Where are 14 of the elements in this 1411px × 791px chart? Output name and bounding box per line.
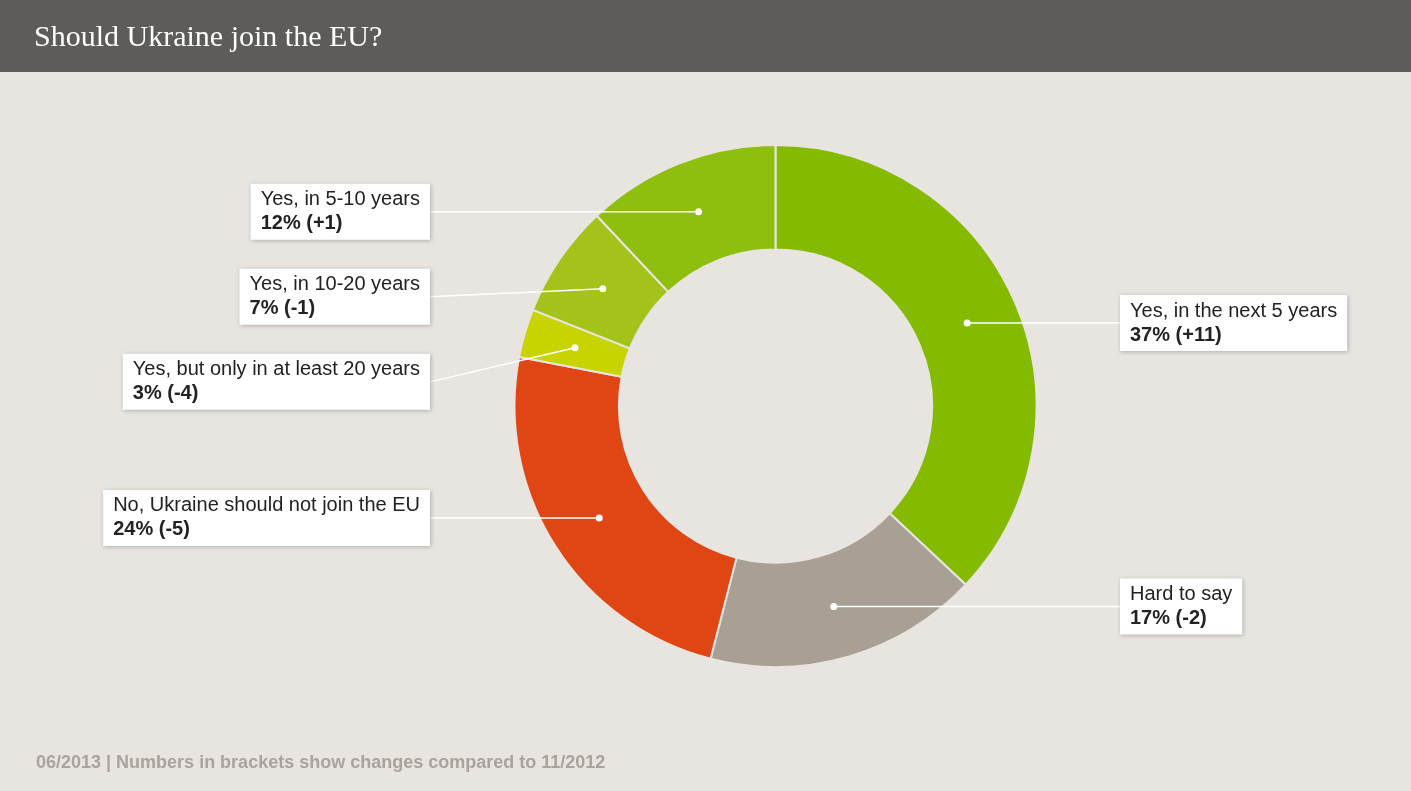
data-label: 17% (-2) bbox=[1130, 606, 1207, 629]
slice-label: Yes, in the next 5 years bbox=[1130, 298, 1338, 321]
slice-label: Yes, in 5-10 years bbox=[260, 187, 420, 210]
slice-label: Yes, in 10-20 years bbox=[249, 272, 421, 295]
data-label: 12% (+1) bbox=[260, 211, 343, 234]
slice-label: Hard to say bbox=[1130, 582, 1233, 605]
chart-title: Should Ukraine join the EU? bbox=[0, 0, 1411, 72]
data-label: 3% (-4) bbox=[132, 381, 199, 404]
data-label: 24% (-5) bbox=[113, 517, 190, 540]
slice-label: No, Ukraine should not join the EU bbox=[113, 493, 421, 516]
data-label: 7% (-1) bbox=[249, 296, 316, 319]
data-label: 37% (+11) bbox=[1130, 322, 1222, 345]
text: 06/2013 | Numbers in brackets show changes compared to 11/2012 bbox=[36, 752, 606, 773]
slice-label: Yes, but only in at least 20 years bbox=[132, 357, 420, 380]
